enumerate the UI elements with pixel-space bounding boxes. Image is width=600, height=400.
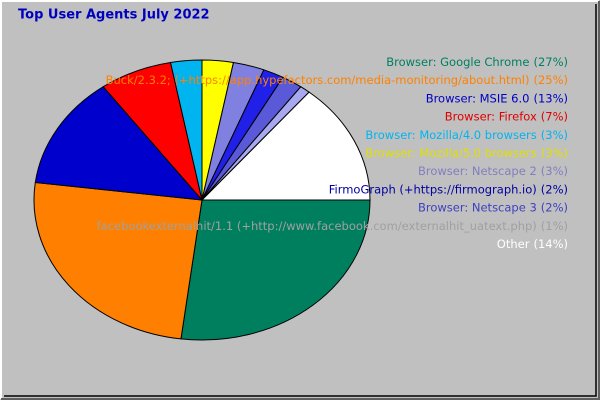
legend-label: Browser: Google Chrome <box>386 55 529 69</box>
legend-entry: Browser: Google Chrome (27%) <box>386 55 568 69</box>
legend-label: Browser: Firefox <box>445 109 537 123</box>
legend-entry: Buck/2.3.2; (+https://app.hypefactors.co… <box>106 73 568 87</box>
legend-value: (3%) <box>541 127 568 141</box>
legend-label: Browser: MSIE 6.0 <box>426 91 530 105</box>
legend-label: Browser: Netscape 2 <box>418 164 537 178</box>
legend-entry: FirmoGraph (+https://firmograph.io) (2%) <box>329 182 568 196</box>
legend-entry: Browser: MSIE 6.0 (13%) <box>426 91 568 105</box>
pie-slice <box>34 86 204 201</box>
legend-value: (2%) <box>541 182 568 196</box>
chart-title: Top User Agents July 2022 <box>18 8 210 23</box>
legend-value: (3%) <box>541 146 568 160</box>
shadow <box>4 4 597 397</box>
legend-label: Buck/2.3.2; (+https://app.hypefactors.co… <box>106 73 530 87</box>
legend-value: (25%) <box>533 73 568 87</box>
pie-slice <box>180 199 371 341</box>
legend-label: Other <box>497 237 530 251</box>
legend-entry: Browser: Mozilla/5.0 browsers (3%) <box>365 146 568 160</box>
legend-label: FirmoGraph (+https://firmograph.io) <box>329 182 537 196</box>
legend-entry: facebookexternalhit/1.1 (+http://www.fac… <box>97 218 568 232</box>
legend-value: (27%) <box>533 55 568 69</box>
legend-label: Browser: Mozilla/4.0 browsers <box>365 127 536 141</box>
legend-entry: Browser: Mozilla/4.0 browsers (3%) <box>365 127 568 141</box>
legend-value: (7%) <box>541 109 568 123</box>
legend-value: (1%) <box>541 218 568 232</box>
legend-value: (13%) <box>533 91 568 105</box>
pie-slice <box>33 181 203 340</box>
legend-label: Browser: Netscape 3 <box>418 200 537 214</box>
pie-slice <box>200 91 371 201</box>
legend-entry: Browser: Firefox (7%) <box>445 109 568 123</box>
legend-value: (2%) <box>541 200 568 214</box>
legend-entry: Browser: Netscape 2 (3%) <box>418 164 568 178</box>
legend-label: facebookexternalhit/1.1 (+http://www.fac… <box>97 218 537 232</box>
legend-value: (3%) <box>541 164 568 178</box>
legend-value: (14%) <box>533 237 568 251</box>
legend-entry: Other (14%) <box>497 237 568 251</box>
legend-label: Browser: Mozilla/5.0 browsers <box>365 146 536 160</box>
legend-entry: Browser: Netscape 3 (2%) <box>418 200 568 214</box>
